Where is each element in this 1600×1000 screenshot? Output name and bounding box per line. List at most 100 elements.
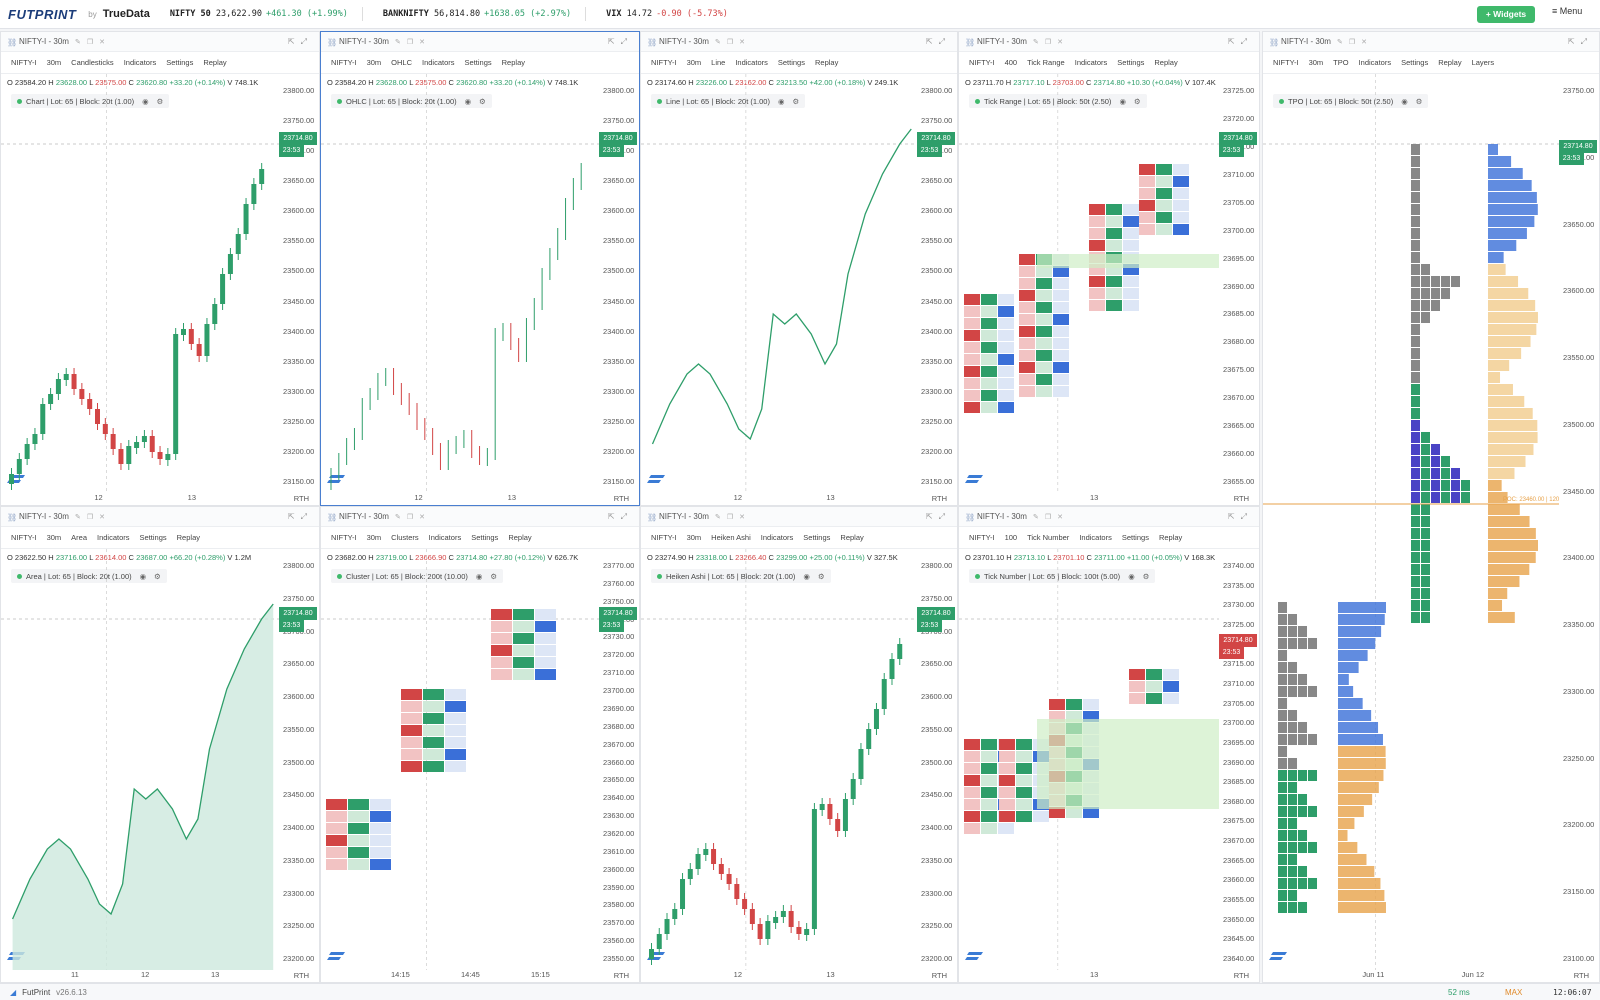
expand-icon[interactable]: ⇱⤢ — [607, 512, 633, 521]
settings-button[interactable]: Settings — [166, 58, 194, 67]
pencil-icon[interactable]: ✎ — [1336, 38, 1343, 46]
chart-type-selector[interactable]: Tick Number — [1027, 533, 1070, 542]
expand-icon[interactable]: ⇱⤢ — [925, 37, 951, 46]
layers-button[interactable]: Layers — [1471, 58, 1495, 67]
link-icon[interactable]: ⛓ — [647, 512, 658, 522]
settings-button[interactable]: Settings — [1121, 533, 1149, 542]
symbol-selector[interactable]: NIFTY-I — [11, 58, 37, 67]
indicators-button[interactable]: Indicators — [1074, 58, 1108, 67]
chart-panel[interactable]: ⛓ NIFTY-I - 30m ✎ ❐ ✕ ⇱⤢ NIFTY-I 30m Heiken Ashi… — [640, 506, 958, 983]
close-icon[interactable]: ✕ — [419, 513, 425, 521]
copy-icon[interactable]: ❐ — [1044, 38, 1052, 46]
timeframe-selector[interactable]: 100 — [1004, 533, 1018, 542]
settings-button[interactable]: Settings — [471, 533, 499, 542]
settings-button[interactable]: Settings — [139, 533, 167, 542]
replay-button[interactable]: Replay — [1154, 58, 1178, 67]
eye-icon[interactable]: ◉ — [1401, 96, 1408, 106]
copy-icon[interactable]: ❐ — [726, 513, 734, 521]
indicators-button[interactable]: Indicators — [123, 58, 157, 67]
link-icon[interactable]: ⛓ — [647, 37, 658, 47]
timeframe-selector[interactable]: 30m — [46, 58, 62, 67]
close-icon[interactable]: ✕ — [419, 38, 425, 46]
pencil-icon[interactable]: ✎ — [74, 513, 81, 521]
plot-area[interactable]: POC: 23460.00 | 1206/2038 — [1263, 74, 1559, 970]
ticker-banknifty[interactable]: BANKNIFTY 56,814.80 +1638.05 (+2.97%) — [382, 9, 572, 19]
close-icon[interactable]: ✕ — [1057, 38, 1063, 46]
gear-icon[interactable]: ⚙ — [156, 96, 164, 106]
plot-area[interactable] — [959, 74, 1219, 493]
symbol-selector[interactable]: NIFTY-I — [969, 58, 995, 67]
replay-button[interactable]: Replay — [508, 533, 532, 542]
link-icon[interactable]: ⛓ — [7, 37, 18, 47]
chart-type-selector[interactable]: Candlesticks — [71, 58, 114, 67]
eye-icon[interactable]: ◉ — [1119, 96, 1126, 106]
expand-icon[interactable]: ⇱⤢ — [607, 37, 633, 46]
copy-icon[interactable]: ❐ — [406, 513, 414, 521]
settings-button[interactable]: Settings — [1117, 58, 1145, 67]
eye-icon[interactable]: ◉ — [1128, 571, 1135, 581]
symbol-selector[interactable]: NIFTY-I — [11, 533, 37, 542]
copy-icon[interactable]: ❐ — [726, 38, 734, 46]
chart-type-selector[interactable]: OHLC — [391, 58, 412, 67]
expand-icon[interactable]: ⇱⤢ — [1227, 512, 1253, 521]
widgets-button[interactable]: + Widgets — [1477, 6, 1535, 23]
pencil-icon[interactable]: ✎ — [1032, 38, 1039, 46]
eye-icon[interactable]: ◉ — [803, 571, 810, 581]
link-icon[interactable]: ⛓ — [327, 37, 338, 47]
copy-icon[interactable]: ❐ — [1348, 38, 1356, 46]
settings-button[interactable]: Settings — [1401, 58, 1429, 67]
close-icon[interactable]: ✕ — [1057, 513, 1063, 521]
ticker-vix[interactable]: VIX 14.72 -0.90 (-5.73%) — [606, 9, 728, 19]
menu-button[interactable]: ≡ Menu — [1552, 6, 1583, 16]
symbol-selector[interactable]: NIFTY-I — [331, 533, 357, 542]
plot-area[interactable] — [1, 74, 279, 493]
chart-type-selector[interactable]: Area — [71, 533, 87, 542]
replay-button[interactable]: Replay — [1438, 58, 1462, 67]
close-icon[interactable]: ✕ — [99, 513, 105, 521]
settings-button[interactable]: Settings — [803, 533, 831, 542]
expand-icon[interactable]: ⇱⤢ — [287, 512, 313, 521]
pencil-icon[interactable]: ✎ — [714, 38, 721, 46]
eye-icon[interactable]: ◉ — [475, 571, 483, 581]
chart-type-selector[interactable]: TPO — [1333, 58, 1349, 67]
timeframe-selector[interactable]: 30m — [46, 533, 62, 542]
symbol-selector[interactable]: NIFTY-I — [651, 58, 677, 67]
chart-panel[interactable]: ⛓ NIFTY-I - 30m ✎ ❐ ✕ ⇱⤢ NIFTY-I 30m Line Indicat… — [640, 31, 958, 506]
chart-panel[interactable]: ⛓ NIFTY-I - 30m ✎ ❐ ✕ ⇱⤢ NIFTY-I 100 Tick Number… — [958, 506, 1260, 983]
plot-area[interactable] — [321, 74, 599, 493]
link-icon[interactable]: ⛓ — [1269, 37, 1280, 47]
eye-icon[interactable]: ◉ — [139, 571, 147, 581]
pencil-icon[interactable]: ✎ — [1032, 513, 1039, 521]
close-icon[interactable]: ✕ — [99, 38, 105, 46]
plot-area[interactable] — [321, 549, 599, 970]
symbol-selector[interactable]: NIFTY-I — [651, 533, 677, 542]
chart-panel[interactable]: ⛓ NIFTY-I - 30m ✎ ❐ ✕ ⇱⤢ NIFTY-I 30m Area Indicat… — [0, 506, 320, 983]
expand-icon[interactable]: ⇱⤢ — [925, 512, 951, 521]
timeframe-selector[interactable]: 30m — [686, 58, 702, 67]
close-icon[interactable]: ✕ — [739, 513, 745, 521]
timeframe-selector[interactable]: 30m — [366, 58, 382, 67]
chart-type-selector[interactable]: Clusters — [391, 533, 419, 542]
chart-panel[interactable]: ⛓ NIFTY-I - 30m ✎ ❐ ✕ ⇱⤢ NIFTY-I 400 Tick Range I… — [958, 31, 1260, 506]
gear-icon[interactable]: ⚙ — [1415, 96, 1423, 106]
replay-button[interactable]: Replay — [203, 58, 227, 67]
replay-button[interactable]: Replay — [814, 58, 839, 67]
pencil-icon[interactable]: ✎ — [714, 513, 721, 521]
timeframe-selector[interactable]: 30m — [1308, 58, 1324, 67]
link-icon[interactable]: ⛓ — [965, 512, 976, 522]
symbol-selector[interactable]: NIFTY-I — [331, 58, 357, 67]
symbol-selector[interactable]: NIFTY-I — [1273, 58, 1299, 67]
chart-panel[interactable]: ⛓ NIFTY-I - 30m ✎ ❐ ✕ ⇱⤢ NIFTY-I 30m TPO Indicato… — [1262, 31, 1600, 983]
indicators-button[interactable]: Indicators — [97, 533, 130, 542]
link-icon[interactable]: ⛓ — [965, 37, 976, 47]
gear-icon[interactable]: ⚙ — [817, 571, 825, 581]
symbol-selector[interactable]: NIFTY-I — [969, 533, 995, 542]
app-logo[interactable]: FUTPRINT — [8, 6, 77, 22]
indicators-button[interactable]: Indicators — [1358, 58, 1392, 67]
copy-icon[interactable]: ❐ — [86, 38, 94, 46]
settings-button[interactable]: Settings — [777, 58, 805, 67]
copy-icon[interactable]: ❐ — [1044, 513, 1052, 521]
gear-icon[interactable]: ⚙ — [792, 96, 800, 106]
link-icon[interactable]: ⛓ — [327, 512, 338, 522]
plot-area[interactable] — [959, 549, 1219, 970]
